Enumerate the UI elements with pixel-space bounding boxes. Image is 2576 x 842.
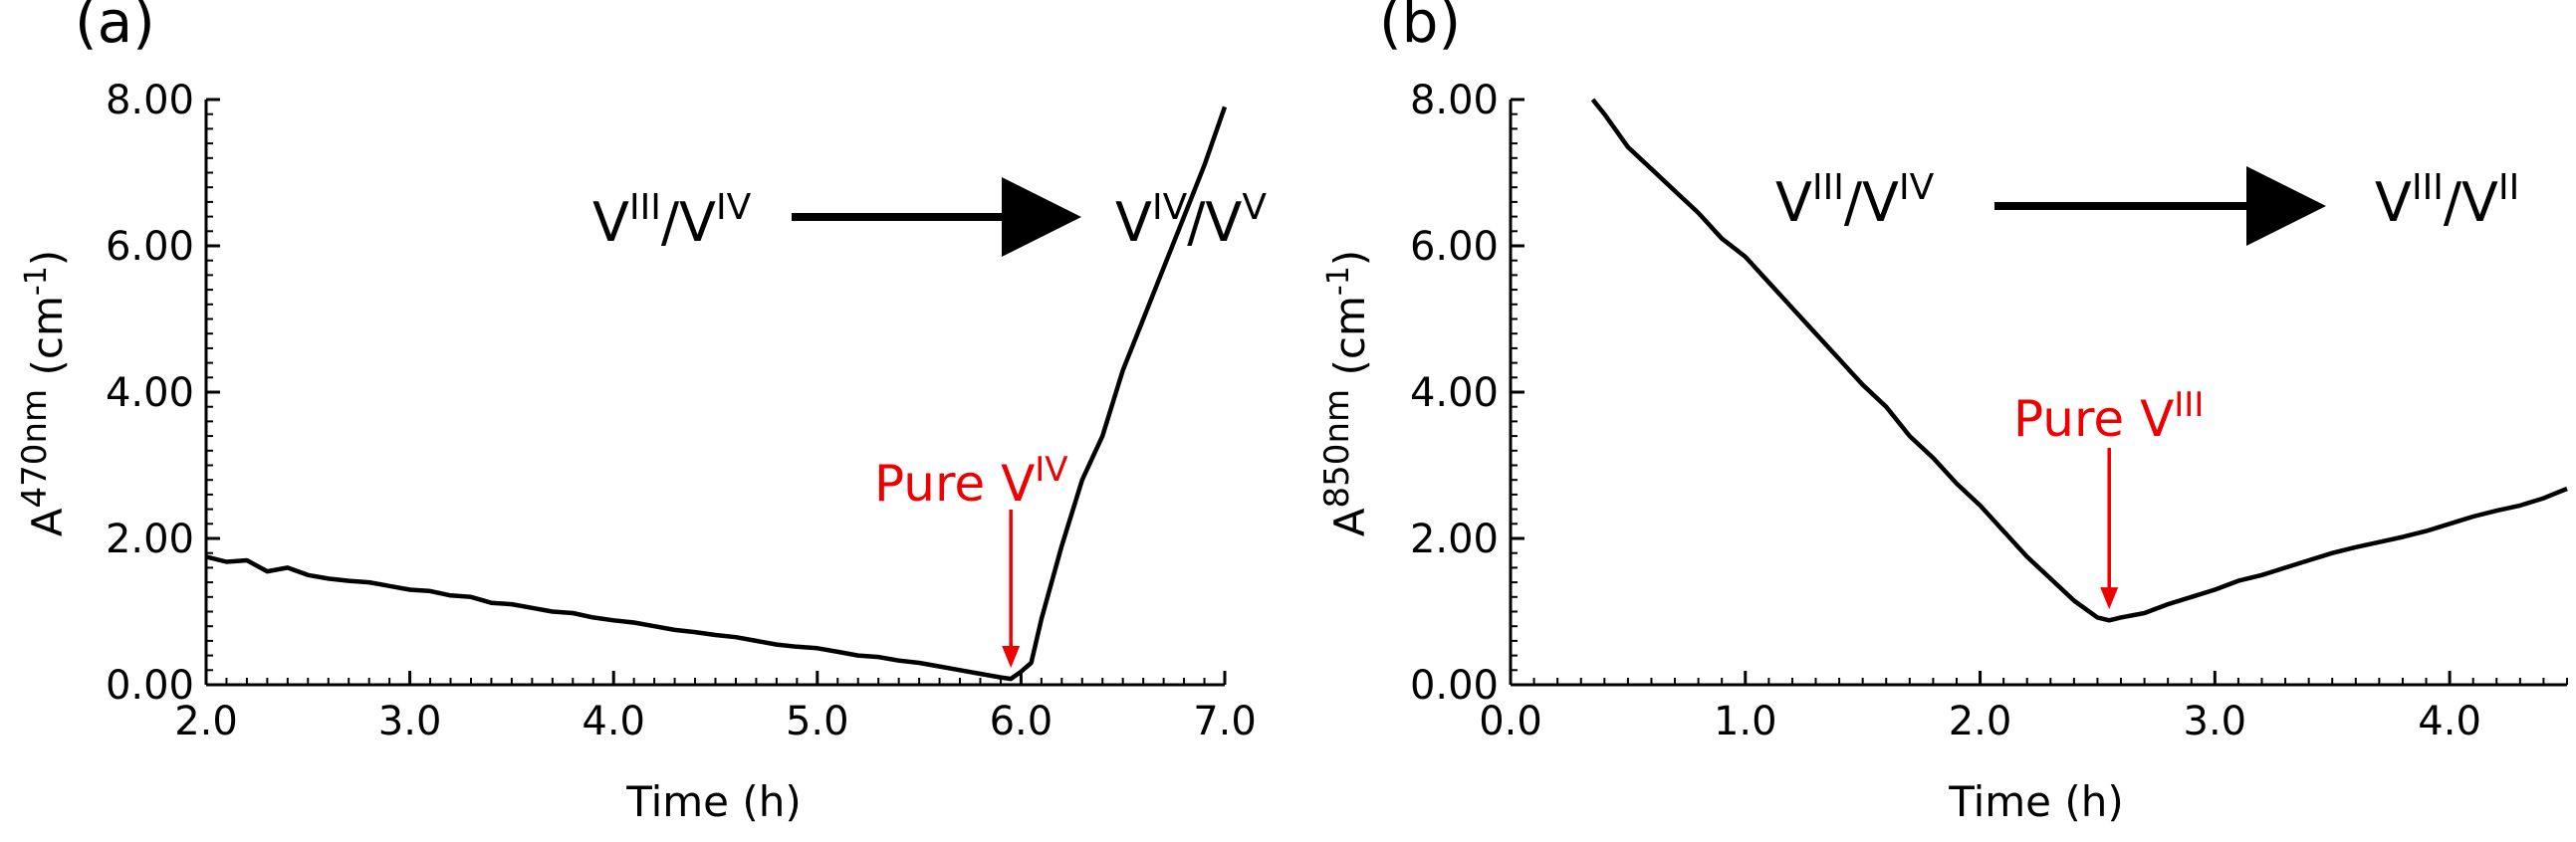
panel-b-xlabel: Time (h) bbox=[1948, 777, 2124, 826]
panel-a-x-tick-label: 3.0 bbox=[378, 699, 442, 744]
panel-a-annotation-right: VIV/VV bbox=[1115, 187, 1267, 254]
panel-b-pure-label: Pure VIII bbox=[2013, 385, 2204, 448]
panel-a-pure-arrow bbox=[1002, 510, 1021, 668]
panel-a-x-tick-label: 2.0 bbox=[174, 699, 238, 744]
panel-a-annotation-left: VIII/VIV bbox=[592, 187, 752, 254]
panel-b-y-tick-label: 6.00 bbox=[1410, 224, 1499, 270]
panel-a-y-tick-label: 8.00 bbox=[106, 78, 194, 123]
panel-a-x-tick-label: 4.0 bbox=[582, 699, 645, 744]
panel-b-y-tick-label: 4.00 bbox=[1410, 370, 1499, 416]
panel-b-annotation-left: VIII/VIV bbox=[1775, 167, 1935, 234]
panel-a-x-tick-label: 7.0 bbox=[1193, 699, 1257, 744]
panel-b-x-tick-label: 3.0 bbox=[2184, 699, 2247, 744]
panel-a-x-tick-label: 5.0 bbox=[786, 699, 849, 744]
panel-a-pure-arrow-head bbox=[1002, 645, 1021, 668]
panel-a-axes: 2.0 3.0 4.0 5.0 6.0 7.0 0.00 2.00 4.00 6.00 8.00 bbox=[106, 78, 1257, 744]
panel-b-y-tick-label: 2.00 bbox=[1410, 517, 1499, 562]
panel-b-y-tick-label: 0.00 bbox=[1410, 663, 1499, 709]
panel-a-series-line bbox=[205, 105, 1228, 682]
panel-b-ylabel: A850nm (cm-1) bbox=[1317, 250, 1374, 536]
panel-a-ylabel: A470nm (cm-1) bbox=[15, 250, 72, 536]
panel-a-label: (a) bbox=[75, 0, 155, 56]
panel-b-x-tick-label: 1.0 bbox=[1714, 699, 1777, 744]
panel-a-y-tick-label: 4.00 bbox=[106, 370, 194, 416]
panel-a-xlabel: Time (h) bbox=[625, 777, 802, 826]
panel-b-x-tick-label: 0.0 bbox=[1479, 699, 1542, 744]
panel-b-pure-arrow-head bbox=[2100, 587, 2119, 610]
panel-a: (a) A470nm (cm-1) Time (h) VIII/VIV VIV/… bbox=[15, 0, 1267, 826]
panel-b-x-tick-label: 4.0 bbox=[2418, 699, 2481, 744]
panel-a-pure-label: Pure VIV bbox=[874, 450, 1068, 513]
panel-a-y-tick-label: 6.00 bbox=[106, 224, 194, 270]
panel-b-annotation-right: VIII/VII bbox=[2375, 167, 2519, 234]
panel-b-axes: 0.0 1.0 2.0 3.0 4.0 0.00 2.00 4.00 6.00 8.00 bbox=[1410, 78, 2568, 744]
panel-b: (b) A850nm (cm-1) Time (h) VIII/VIV VIII… bbox=[1317, 0, 2568, 826]
panel-b-x-tick-label: 2.0 bbox=[1949, 699, 2012, 744]
panel-b-pure-arrow bbox=[2100, 448, 2119, 610]
panel-a-x-tick-label: 6.0 bbox=[990, 699, 1054, 744]
panel-a-y-tick-label: 2.00 bbox=[106, 517, 194, 562]
panel-b-label: (b) bbox=[1379, 0, 1461, 56]
panel-a-y-tick-label: 0.00 bbox=[106, 663, 194, 709]
panel-b-y-tick-label: 8.00 bbox=[1410, 78, 1499, 123]
panel-b-series-line bbox=[1590, 98, 2568, 623]
